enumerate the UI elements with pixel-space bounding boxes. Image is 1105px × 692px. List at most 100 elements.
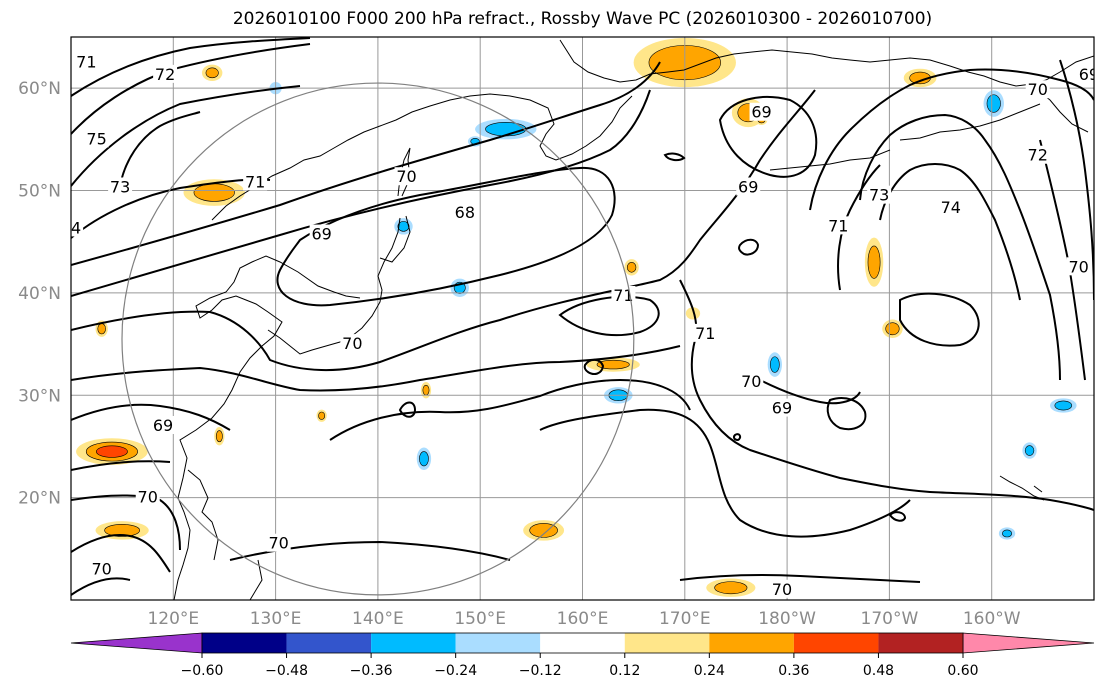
- contour-label: 74: [941, 198, 961, 217]
- lat-tick-label: 20°N: [18, 489, 61, 509]
- contour-label-bg: [153, 64, 178, 83]
- colorbar: −0.60 −0.48 −0.36 −0.24 −0.12 0.12 0.24 0.36 0.4…: [70, 632, 1095, 679]
- contour-label: 72: [1028, 146, 1048, 165]
- colorbar-tick-label: −0.12: [519, 663, 562, 679]
- shading-blob: [205, 67, 219, 79]
- contour-label: 71: [613, 286, 633, 305]
- lon-tick-label: 160°E: [557, 609, 609, 629]
- contour-label: 70: [1028, 80, 1048, 99]
- contour-label: 69: [153, 416, 173, 435]
- contour-label-bg: [1025, 80, 1050, 99]
- shading-blob: [885, 322, 900, 336]
- contour-label: 71: [76, 53, 96, 72]
- contour-label-bg: [84, 129, 109, 148]
- contour-label: 71: [828, 216, 848, 235]
- contour-label-bg: [769, 579, 794, 598]
- contour-label: 68: [455, 203, 475, 222]
- colorbar-tick-label: −0.24: [434, 663, 477, 679]
- colorbar-segment: [455, 633, 541, 653]
- colorbar-tick-label: −0.48: [265, 663, 308, 679]
- map-frame: [70, 36, 1095, 601]
- shading-blob: [485, 122, 527, 137]
- contour-label: 71: [695, 324, 715, 343]
- contour-label-bg: [1066, 257, 1091, 276]
- lon-tick-label: 150°E: [454, 609, 506, 629]
- lon-tick-label: 140°E: [352, 609, 404, 629]
- latitude-labels: 60°N 50°N 40°N 30°N 20°N: [18, 79, 61, 508]
- shading-blob: [193, 183, 235, 202]
- shading-blob: [1054, 400, 1073, 411]
- contour-label-bg: [89, 559, 114, 578]
- contour-label-bg: [151, 415, 176, 434]
- shading-blob: [596, 359, 630, 370]
- contour-label-bg: [309, 224, 334, 243]
- contour-label-bg: [394, 167, 419, 186]
- contour-label-bg: [826, 216, 851, 235]
- shading-blob: [626, 262, 637, 273]
- shading-blob: [419, 451, 429, 467]
- contour-label-bg: [693, 323, 718, 342]
- contour-label: 4: [71, 218, 81, 237]
- map-title: 2026010100 F000 200 hPa refract., Rossby…: [232, 9, 933, 29]
- lon-tick-label: 180°W: [758, 609, 816, 629]
- shading-blob: [685, 307, 701, 320]
- contour-label-bg: [340, 334, 365, 353]
- contour-label: 70: [92, 559, 112, 578]
- contour-label: 70: [741, 372, 761, 391]
- contour-label: 70: [268, 534, 288, 553]
- contour-label-bg: [108, 177, 133, 196]
- shading-blob: [986, 94, 1001, 113]
- contour-label: 69: [772, 399, 792, 418]
- lon-tick-label: 130°E: [250, 609, 302, 629]
- colorbar-tick-label: 0.12: [609, 663, 640, 679]
- colorbar-segment: [793, 633, 879, 653]
- colorbar-segment: [624, 633, 710, 653]
- shading-blob: [318, 411, 326, 420]
- contour-label: 75: [86, 129, 106, 148]
- colorbar-tick-label: 0.24: [694, 663, 725, 679]
- contour-label: 73: [110, 177, 130, 196]
- shading-blob: [422, 384, 430, 396]
- shading-blob: [867, 245, 881, 279]
- contour-label: 69: [738, 177, 758, 196]
- shading-blob: [96, 445, 128, 458]
- lon-tick-label: 120°E: [147, 609, 199, 629]
- contour-label: 70: [396, 167, 416, 186]
- contour-label: 70: [138, 488, 158, 507]
- lon-tick-label: 160°W: [963, 609, 1021, 629]
- colorbar-over-arrow: [962, 632, 1095, 654]
- shading-blob: [769, 356, 780, 373]
- contour-label-bg: [739, 371, 764, 390]
- contour-label-bg: [452, 203, 477, 222]
- contour-label-bg: [135, 487, 160, 506]
- shading-blob: [215, 430, 223, 443]
- colorbar-tick-label: 0.36: [778, 663, 809, 679]
- contour-label-bg: [243, 172, 268, 191]
- contour-label-bg: [938, 197, 963, 216]
- colorbar-segment: [878, 633, 963, 653]
- lat-tick-label: 30°N: [18, 386, 61, 406]
- colorbar-segment: [540, 633, 625, 653]
- lat-tick-label: 60°N: [18, 79, 61, 99]
- contour-label-bg: [736, 177, 761, 196]
- contour-label-bg: [749, 102, 774, 121]
- colorbar-tick-label: −0.36: [350, 663, 393, 679]
- contour-labels: 71 72 75 73 4 71 70 69 68 69 69 71 71 70 70 69 69 70 70 70 7…: [71, 52, 1099, 599]
- contour-label: 71: [245, 172, 265, 191]
- colorbar-outline: [201, 632, 964, 654]
- contour-label-bg: [867, 185, 892, 204]
- colorbar-segment: [371, 633, 456, 653]
- colorbar-segment: [202, 633, 287, 653]
- contour-label-bg: [266, 533, 291, 552]
- contour-label-bg: [71, 218, 84, 237]
- shading-blob: [104, 524, 141, 537]
- contour-label: 69: [311, 225, 331, 244]
- contour-label: 69: [1079, 65, 1099, 84]
- lon-tick-label: 170°W: [861, 609, 919, 629]
- contour-label: 72: [155, 65, 175, 84]
- colorbar-tick-label: −0.60: [181, 663, 224, 679]
- longitude-labels: 120°E 130°E 140°E 150°E 160°E 170°E 180°W 170°W…: [147, 609, 1020, 629]
- colorbar-segment: [286, 633, 372, 653]
- colorbar-segment: [709, 633, 794, 653]
- lat-tick-label: 40°N: [18, 284, 61, 304]
